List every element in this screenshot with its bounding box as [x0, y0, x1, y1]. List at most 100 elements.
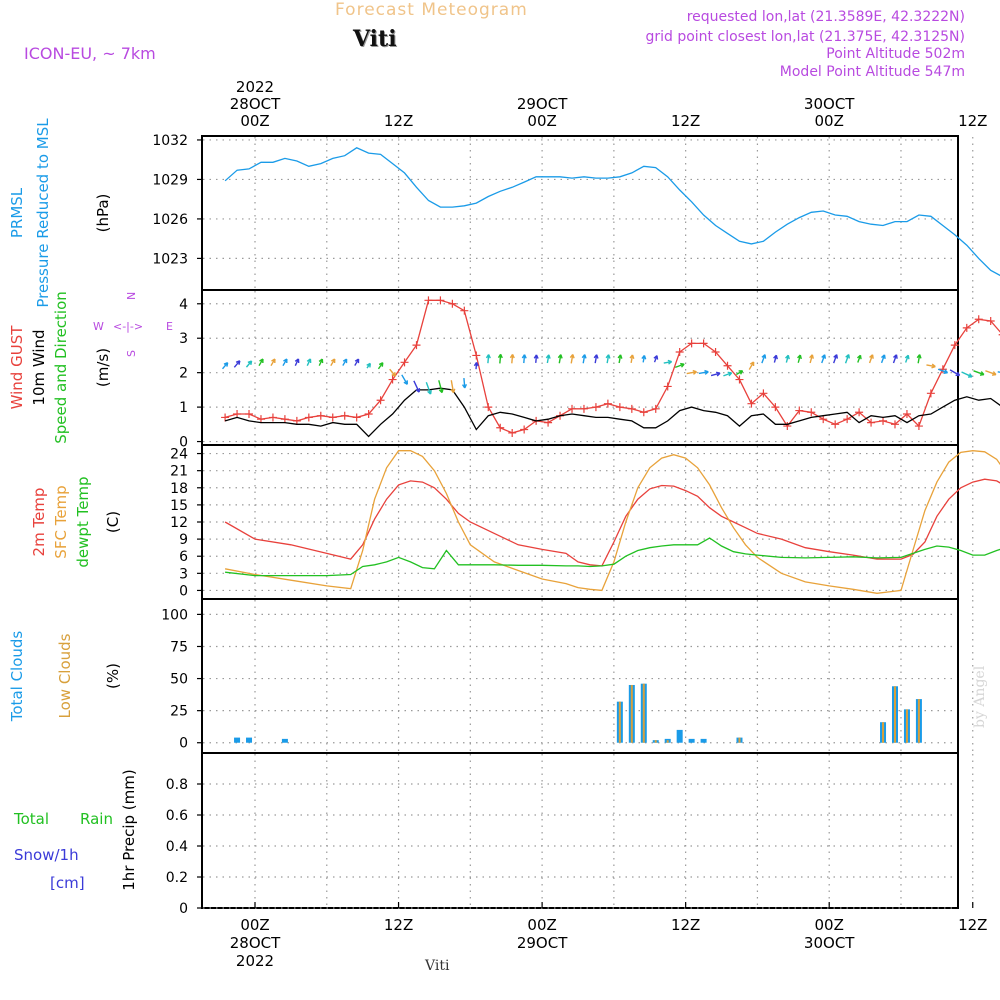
wind-arrow-head [761, 354, 767, 359]
gust-marker [245, 410, 254, 418]
wind-arrow-head [715, 371, 721, 377]
wind-arrow-head [497, 353, 503, 359]
top-hour-label: 12Z [671, 112, 700, 130]
series-wind-gust [224, 299, 1000, 434]
gust-marker [508, 428, 517, 437]
legend-rain: Rain [80, 810, 113, 828]
gust-marker [962, 323, 971, 332]
top-year-label: 2022 [236, 78, 274, 96]
gust-marker [938, 365, 947, 374]
gust-marker [747, 399, 756, 408]
wind-arrow [401, 374, 408, 385]
wind-arrow-head [979, 371, 985, 376]
gust-marker [340, 411, 349, 420]
y-tick-label: 0.4 [166, 839, 188, 855]
y-tick-label: 1026 [152, 212, 188, 228]
wind-arrow-head [354, 358, 360, 364]
low-cloud-bar [882, 722, 885, 743]
low-cloud-bar [618, 701, 621, 743]
gust-marker [233, 410, 242, 418]
gust-marker [292, 416, 301, 425]
wind-arrow-head [881, 354, 886, 359]
bottom-hour-label: 12Z [671, 916, 700, 934]
wind-arrow-head [415, 388, 421, 393]
gust-marker [974, 315, 983, 324]
wind-arrow-head [427, 389, 432, 395]
y-tick-label: 4 [179, 297, 188, 313]
wind-arrow-head [450, 388, 456, 394]
axis-label: 10m Wind [30, 329, 48, 405]
gust-marker [663, 382, 672, 391]
footer-place: Viti [425, 958, 450, 974]
bottom-hour-label: 12Z [384, 916, 413, 934]
axis-label: 2m Temp [30, 488, 48, 557]
gust-marker [867, 418, 876, 427]
bottom-hour-label: 00Z [240, 916, 269, 934]
low-cloud-bar [905, 709, 908, 743]
compass-west: W [93, 320, 104, 333]
low-cloud-bar [738, 737, 741, 743]
gust-marker [484, 403, 493, 412]
y-tick-label: 9 [179, 532, 188, 548]
gust-marker [723, 361, 732, 370]
wind-arrow-head [692, 369, 697, 375]
compass-north: N [125, 292, 138, 300]
wind-arrow-head [342, 358, 348, 364]
bottom-hour-label: 00Z [815, 916, 844, 934]
wind-arrow-head [557, 354, 563, 359]
wind-arrow-head [704, 369, 709, 375]
wind-arrow-head [378, 362, 384, 367]
gust-marker [520, 425, 529, 434]
gust-marker [436, 296, 445, 305]
panel-frame-5 [201, 752, 959, 909]
series-10m-wind [224, 387, 1000, 438]
axis-label: (C) [104, 511, 122, 533]
wind-arrow-head [403, 380, 408, 385]
gust-marker [843, 415, 852, 424]
wind-arrow-head [569, 354, 575, 359]
wind-arrow-head [955, 371, 961, 377]
legend-snow: Snow/1h [14, 846, 79, 864]
gust-marker [914, 422, 923, 431]
panel-frame-1 [201, 135, 959, 291]
y-tick-label: 25 [170, 704, 188, 720]
gust-marker [603, 399, 612, 408]
wind-arrow-head [235, 360, 241, 365]
wind-arrow-head [738, 370, 744, 375]
gust-marker [950, 341, 959, 350]
gust-marker [221, 413, 230, 422]
location-name: Viti [353, 26, 397, 52]
wind-arrow-head [223, 362, 229, 367]
gust-marker [687, 339, 696, 348]
total-cloud-bar [676, 729, 683, 743]
low-cloud-bar [893, 686, 896, 743]
gust-marker [316, 411, 325, 420]
wind-arrow [844, 354, 850, 364]
y-tick-label: 1023 [152, 251, 188, 267]
gust-marker [807, 408, 816, 417]
wind-arrow-head [869, 354, 874, 359]
wind-arrow-head [283, 358, 288, 363]
gust-marker [280, 415, 289, 424]
bottom-date-label: 30OCT [804, 934, 855, 952]
axis-label: Total Clouds [8, 631, 26, 723]
wind-arrow [937, 368, 948, 374]
axis-label: (m/s) [94, 348, 112, 387]
low-cloud-bar [630, 684, 633, 743]
total-cloud-bar [246, 737, 253, 743]
wind-arrow-head [641, 355, 647, 360]
wind-arrow-head [797, 354, 802, 360]
wind-arrow-head [967, 373, 973, 378]
chart-title: Forecast Meteogram [335, 0, 528, 20]
model-altitude: Model Point Altitude 547m [779, 64, 965, 80]
wind-arrow-head [809, 354, 814, 359]
wind-arrow [463, 377, 466, 389]
total-cloud-bar [281, 738, 288, 743]
requested-coords: requested lon,lat (21.3589E, 42.3222N) [686, 9, 965, 25]
y-tick-label: 1032 [152, 133, 188, 149]
wind-arrow-head [667, 359, 673, 365]
low-cloud-bar [666, 740, 669, 743]
axis-label: (hPa) [94, 194, 112, 233]
wind-arrow [926, 364, 936, 368]
legend-total: Total [13, 810, 49, 828]
